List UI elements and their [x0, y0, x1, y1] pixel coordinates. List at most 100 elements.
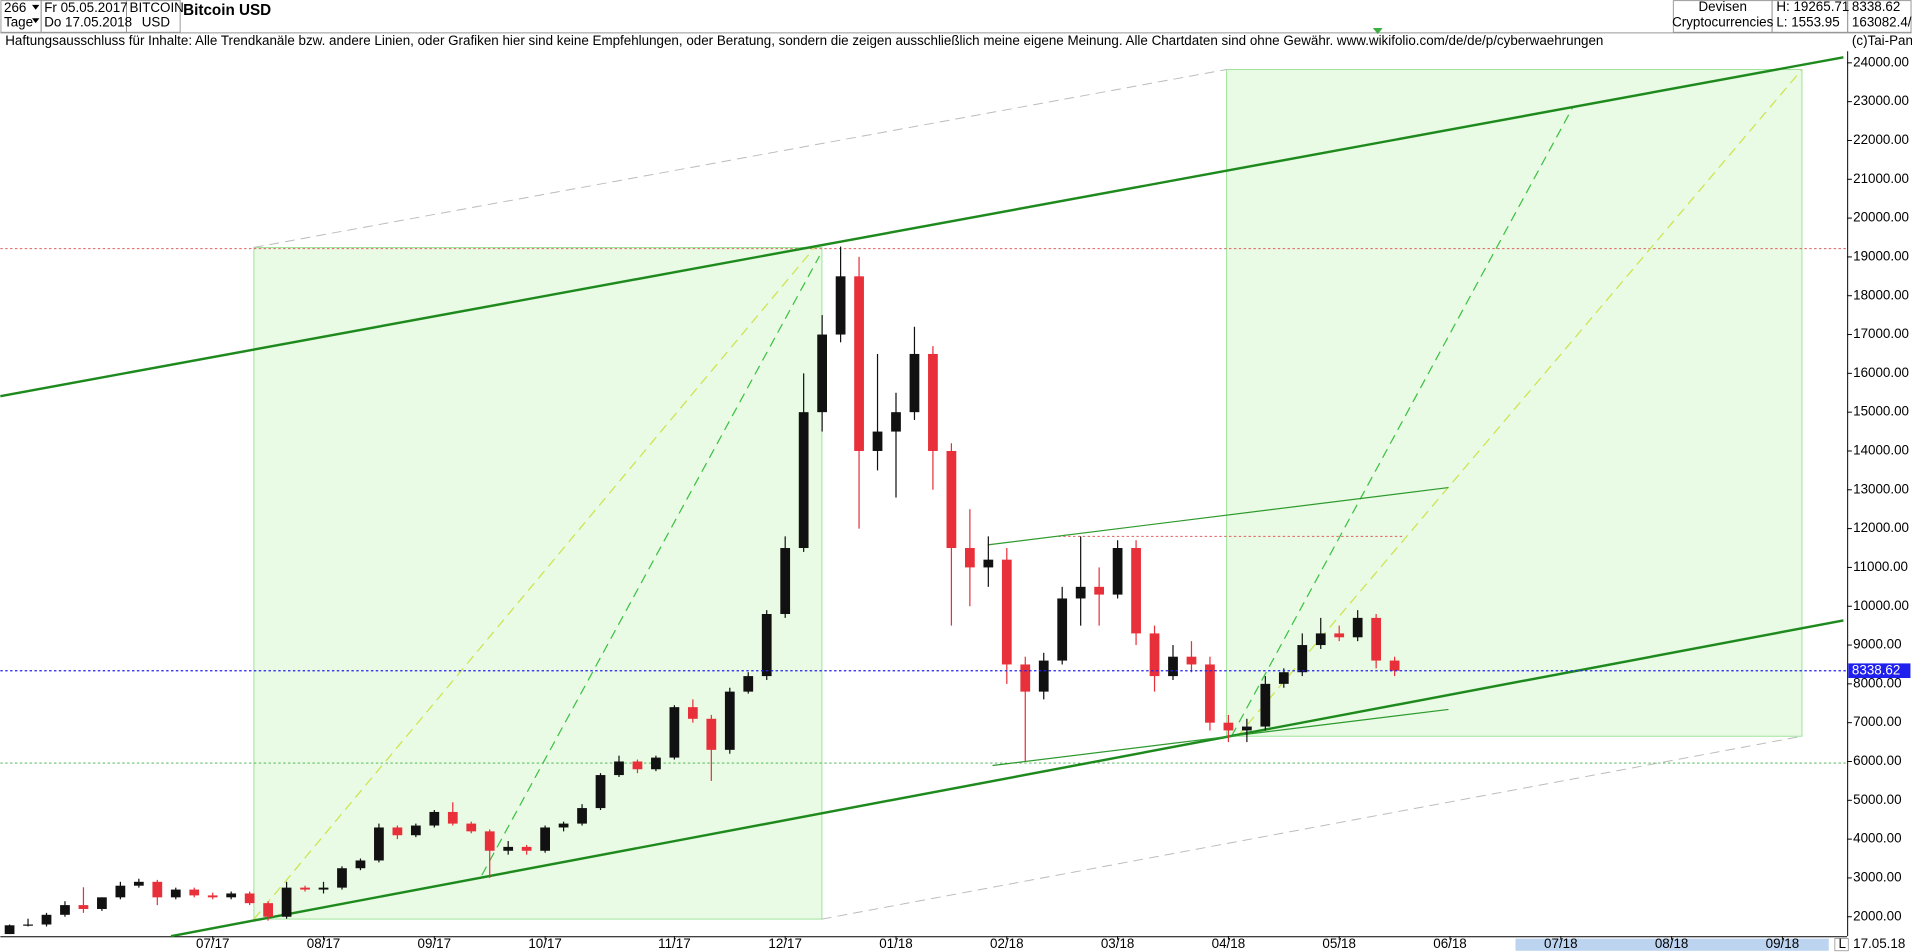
footer-scale[interactable]: L	[1839, 936, 1846, 951]
candle-body	[1389, 660, 1400, 671]
candle-body	[1205, 664, 1215, 723]
candle-body	[909, 353, 920, 413]
candle-body	[244, 893, 255, 904]
header-high: H: 19265.71	[1776, 0, 1849, 14]
candle-body	[207, 895, 218, 898]
candle-body	[540, 827, 550, 851]
candle-body	[1168, 656, 1178, 677]
candle-body	[1112, 548, 1123, 595]
x-tick-label: 02/18	[990, 936, 1024, 951]
header-subgroup: Cryptocurrencies	[1672, 15, 1774, 30]
candle-body	[872, 431, 883, 451]
x-tick-label: 08/17	[307, 936, 341, 951]
header-to: Do 17.05.2018	[44, 15, 132, 30]
candle-body	[983, 559, 994, 568]
dropdown-arrows[interactable]	[32, 4, 40, 24]
candle-body	[4, 925, 15, 935]
scale-box[interactable]	[1834, 938, 1849, 952]
candle-body	[724, 691, 735, 750]
x-tick-label: 09/18	[1766, 936, 1800, 951]
candle-body	[503, 846, 514, 851]
header-group: Devisen	[1699, 0, 1747, 14]
candle-body	[1241, 726, 1252, 731]
candle-body	[1094, 586, 1105, 595]
candle-body	[484, 831, 495, 851]
candle-body	[614, 761, 624, 776]
candle-body	[1278, 672, 1289, 684]
y-tick-label: 5000.00	[1853, 792, 1901, 807]
plot: 2000.00 3000.00 4000.00 5000.00 6000.00 7000.…	[0, 54, 1911, 951]
header-symbol: BITCOIN	[130, 0, 184, 15]
candle-body	[946, 450, 957, 549]
candle-body	[300, 887, 310, 890]
footer-date: 17.05.18	[1853, 936, 1905, 951]
x-tick-label: 11/17	[658, 936, 691, 951]
candle-body	[337, 868, 347, 888]
candle-body	[891, 412, 901, 432]
y-tick-label: 16000.00	[1853, 365, 1909, 380]
y-tick-label: 6000.00	[1853, 753, 1901, 768]
candle-body	[1352, 617, 1363, 638]
x-tick-label: 06/18	[1433, 936, 1467, 951]
header-currency: USD	[142, 15, 171, 30]
header-count[interactable]: 266	[4, 0, 26, 15]
candle-body	[115, 885, 126, 898]
y-tick-label: 19000.00	[1853, 248, 1909, 263]
candle-body	[1186, 656, 1197, 665]
candle-body	[651, 757, 661, 770]
header-last: 8338.62	[1852, 0, 1900, 14]
candle-body	[928, 353, 938, 451]
candle-body	[595, 775, 606, 809]
candle-body	[281, 887, 292, 917]
y-tick-label: 23000.00	[1853, 93, 1909, 108]
x-tick-label: 09/17	[418, 936, 452, 951]
candle-body	[558, 823, 569, 828]
candle-body	[1057, 598, 1068, 661]
candle-body	[133, 881, 144, 886]
x-tick-label: 10/17	[528, 936, 562, 951]
candle-body	[1149, 633, 1160, 677]
candle-body	[964, 548, 975, 568]
scrollbar[interactable]	[1515, 938, 1829, 951]
candle-body	[1260, 683, 1271, 727]
x-tick-label: 04/18	[1212, 936, 1246, 951]
candle-body	[632, 761, 643, 770]
candle-body	[189, 889, 200, 896]
candle-body	[1315, 633, 1326, 646]
y-tick-label: 22000.00	[1853, 132, 1909, 147]
candle-body	[1038, 660, 1049, 692]
header-unit[interactable]: Tage	[4, 15, 33, 30]
candle-body	[1334, 633, 1345, 638]
y-tick-label: 14000.00	[1853, 443, 1909, 458]
y-tick-label: 10000.00	[1853, 598, 1909, 613]
x-tick-label: 08/18	[1655, 936, 1689, 951]
y-tick-label: 11000.00	[1853, 559, 1908, 574]
candle-body	[780, 548, 791, 614]
candle-body	[60, 905, 70, 915]
y-tick-label: 8000.00	[1853, 675, 1901, 690]
x-tick-label: 07/18	[1544, 936, 1578, 951]
chart-title: Bitcoin USD	[183, 2, 271, 19]
candle-body	[392, 827, 403, 836]
y-tick-label: 17000.00	[1853, 326, 1909, 341]
candle-body	[706, 718, 717, 750]
header-low: L: 1553.95	[1776, 15, 1839, 30]
candle-body	[41, 914, 52, 925]
candle-body	[97, 897, 107, 909]
candle-body	[374, 827, 384, 861]
candle-body	[835, 276, 846, 335]
candle-body	[355, 860, 366, 869]
candle-body	[447, 811, 458, 824]
candle-body	[170, 889, 181, 898]
y-tick-label: 2000.00	[1853, 908, 1901, 923]
candle-body	[1075, 586, 1086, 599]
x-tick-label: 12/17	[768, 936, 802, 951]
annotations	[0, 56, 1848, 938]
y-tick-label: 15000.00	[1853, 404, 1909, 419]
y-tick-label: 9000.00	[1853, 637, 1901, 652]
candle-body	[429, 811, 440, 826]
y-tick-label: 13000.00	[1853, 481, 1909, 496]
x-tick-label: 05/18	[1322, 936, 1356, 951]
candle-body	[152, 881, 163, 898]
